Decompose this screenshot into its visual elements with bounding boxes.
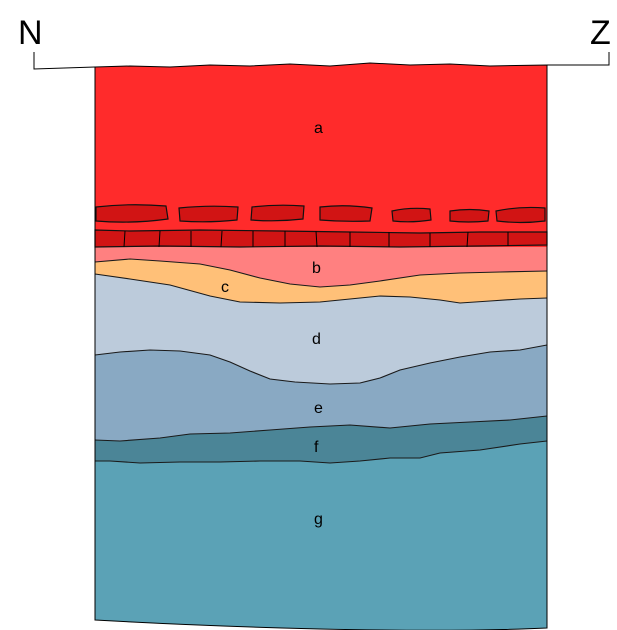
top-reference-line [33, 52, 610, 70]
boundary-e-f [94, 415, 548, 442]
stone [319, 205, 373, 222]
brick-course-band [94, 229, 548, 248]
stone [495, 206, 546, 224]
section-outline [94, 62, 548, 630]
boundary-c-d [94, 273, 548, 304]
brick-course [94, 229, 548, 248]
stone [95, 204, 169, 223]
layer-c [95, 259, 547, 303]
layer-b [95, 244, 547, 287]
layer-d-label: d [312, 331, 321, 348]
boundary-f-g [95, 440, 548, 464]
layer-f [95, 416, 547, 463]
stone [178, 205, 239, 223]
stone [250, 204, 305, 222]
boundary-b-c [94, 258, 548, 288]
layer-g [95, 440, 547, 630]
layer-g-label: g [314, 511, 323, 528]
stone [449, 208, 490, 223]
layer-a [95, 63, 547, 247]
layer-c-label: c [221, 279, 229, 296]
stone [391, 207, 432, 223]
layer-f-label: f [314, 439, 319, 456]
north-label: N [18, 14, 43, 52]
layer-a-label: a [314, 120, 323, 137]
south-label: Z [590, 14, 611, 52]
layer-d [95, 274, 547, 384]
layer-e-label: e [314, 400, 323, 417]
boundary-d-e [94, 344, 548, 385]
layer-e [95, 345, 547, 441]
brick-joints [123, 230, 509, 248]
layer-b-label: b [312, 260, 321, 277]
stone-row [95, 204, 546, 224]
